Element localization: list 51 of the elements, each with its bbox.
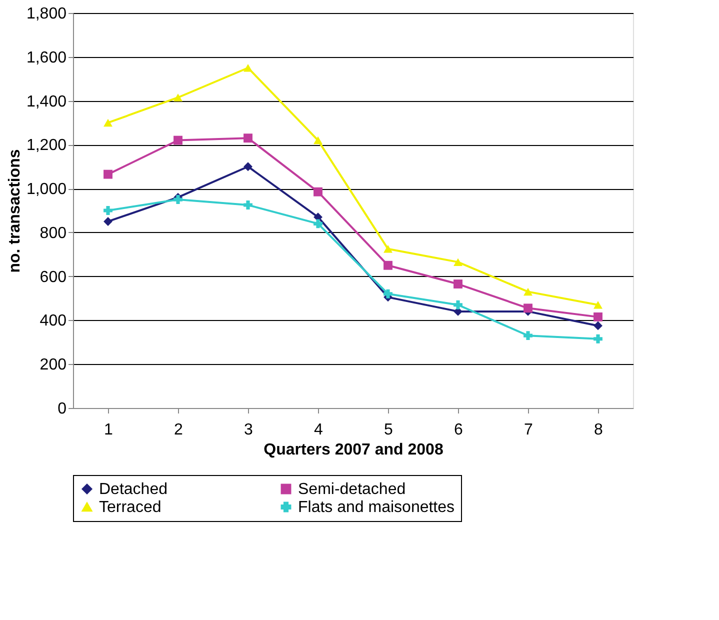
point <box>594 321 602 330</box>
y-tick-label: 1,600 <box>26 49 67 66</box>
point <box>384 260 392 270</box>
point <box>104 118 112 127</box>
point <box>594 312 602 322</box>
point <box>314 136 322 144</box>
x-tick-label: 8 <box>594 422 604 438</box>
point <box>314 219 322 228</box>
point <box>104 217 112 226</box>
x-tick-label: 1 <box>104 422 114 438</box>
x-tick-label: 7 <box>524 422 534 438</box>
x-tick-label: 3 <box>244 422 254 438</box>
x-tick-label: 4 <box>314 422 324 438</box>
x-tick-label: 2 <box>174 422 184 438</box>
point <box>244 200 252 210</box>
point <box>454 300 462 310</box>
point <box>524 288 532 296</box>
point <box>314 187 322 196</box>
point <box>524 331 532 340</box>
y-tick-label: 1,400 <box>26 93 67 110</box>
legend-label: Terraced <box>99 499 162 516</box>
x-tick-label: 5 <box>384 422 394 438</box>
point <box>384 289 392 298</box>
point <box>384 245 392 253</box>
y-tick-label: 600 <box>40 268 67 286</box>
y-tick-label: 1,200 <box>26 137 67 154</box>
x-tick-label: 6 <box>454 422 464 438</box>
y-tick-label: 400 <box>40 312 67 330</box>
point <box>594 300 602 309</box>
point <box>244 162 252 172</box>
point <box>104 170 112 179</box>
point <box>244 134 252 143</box>
y-tick-label: 800 <box>40 224 67 242</box>
y-tick-label: 1,800 <box>26 6 67 22</box>
point <box>174 136 182 145</box>
point <box>524 304 532 313</box>
legend-label: Detached <box>99 481 168 498</box>
y-tick-label: 1,000 <box>26 181 67 198</box>
legend-label: Flats and maisonettes <box>298 499 455 516</box>
point <box>594 334 602 344</box>
y-tick-label: 200 <box>40 356 67 374</box>
point <box>454 280 462 288</box>
point <box>454 258 462 266</box>
legend-label: Semi-detached <box>298 481 406 498</box>
y-axis-title: no. transactions <box>6 149 24 273</box>
y-tick-label: 0 <box>58 400 67 418</box>
point <box>174 94 182 102</box>
point <box>174 195 182 204</box>
point <box>104 206 112 215</box>
x-axis-title: Quarters 2007 and 2008 <box>264 442 444 458</box>
point <box>244 64 252 72</box>
